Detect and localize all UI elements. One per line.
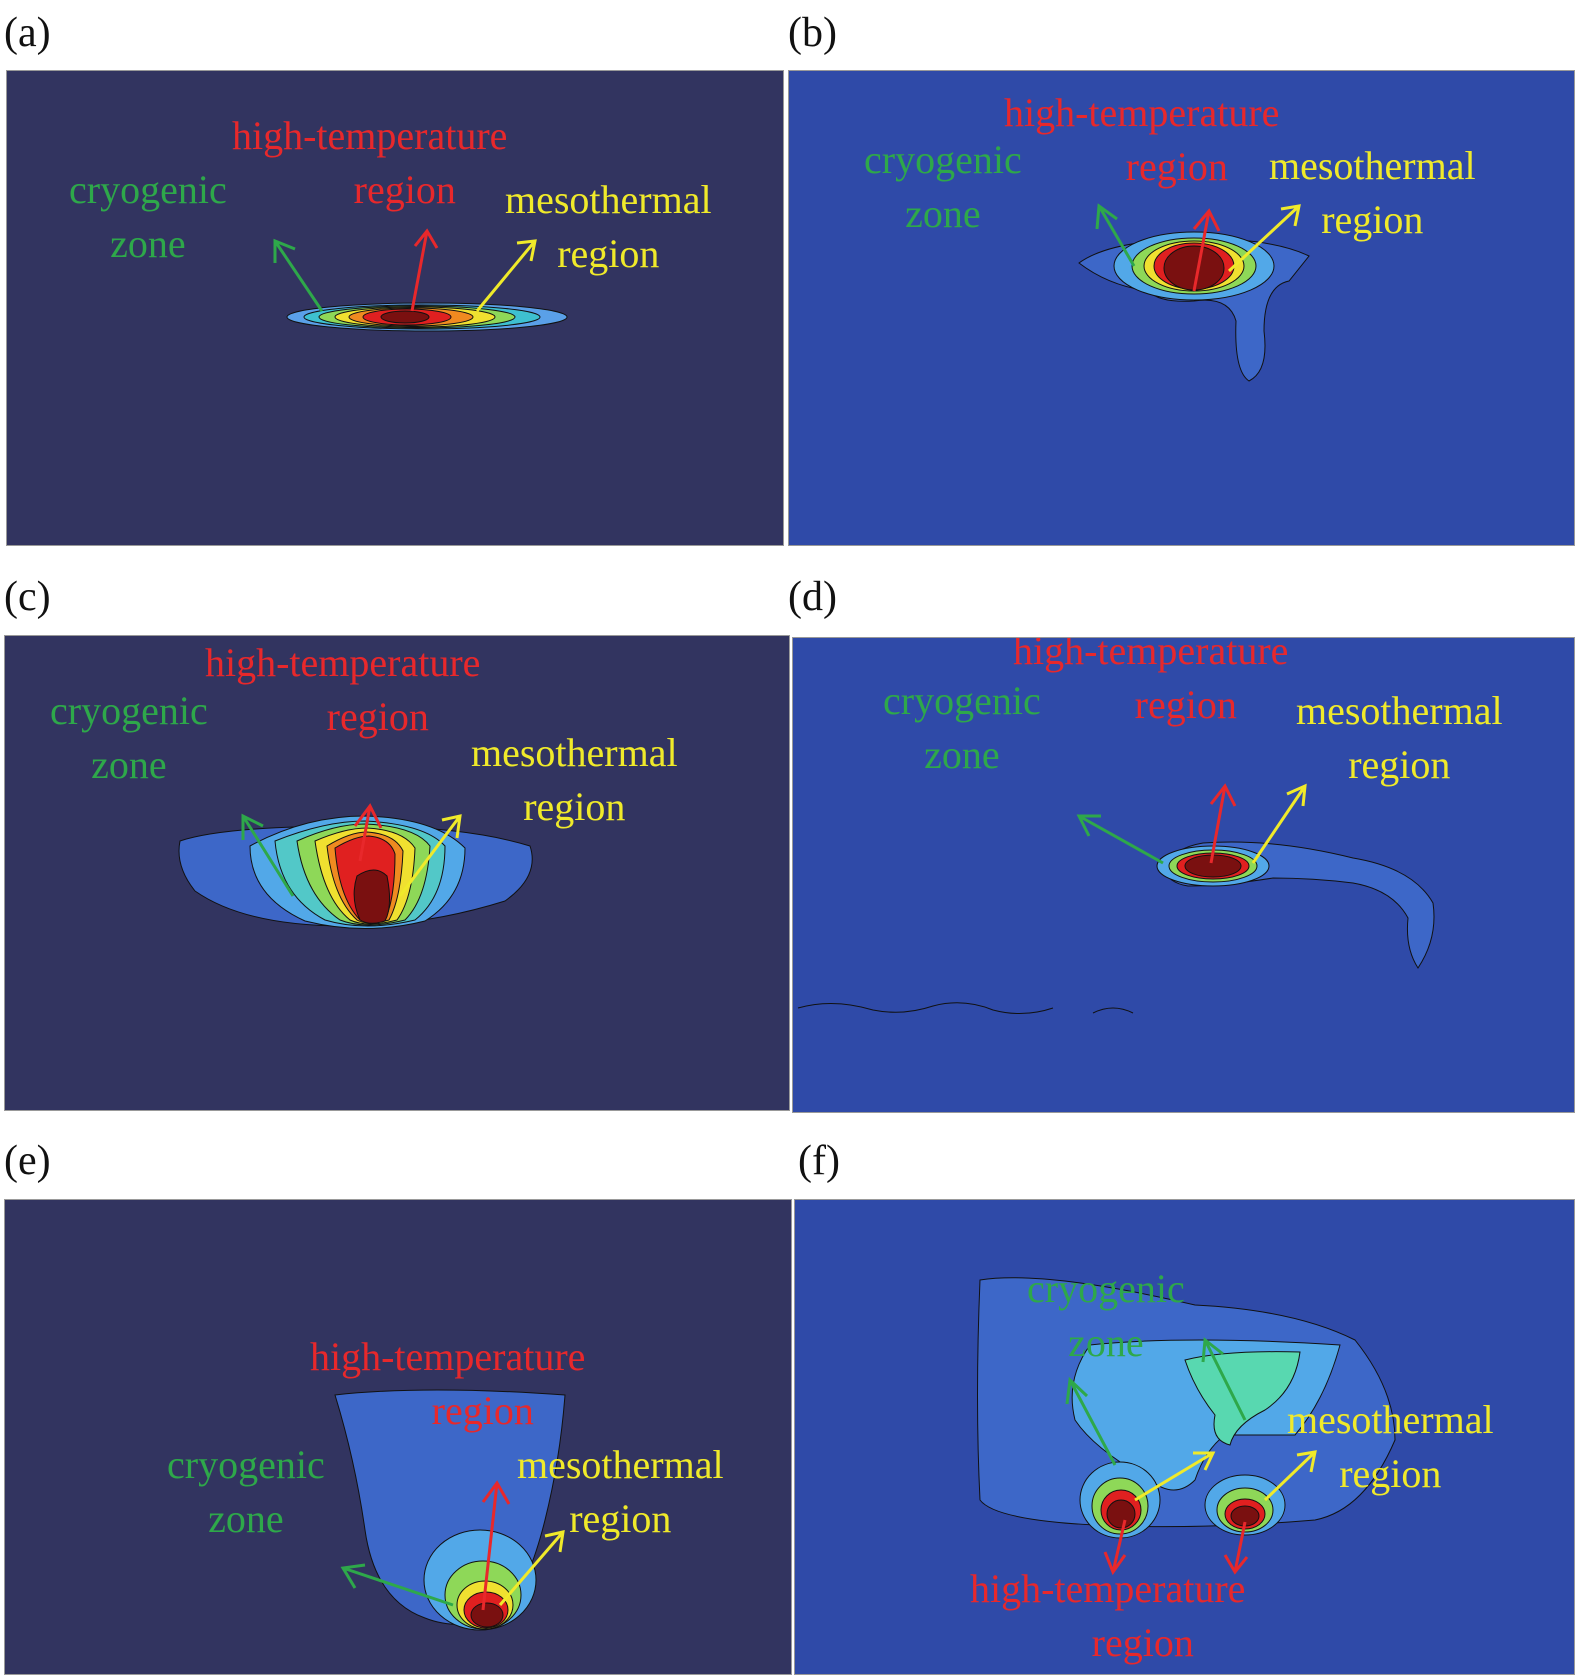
arrow-cryo-left — [1065, 1376, 1117, 1466]
high-line-1: high-temperature — [310, 1334, 586, 1379]
cryo-line-2: zone — [924, 732, 1000, 778]
panel-label-c: (c) — [4, 574, 51, 620]
label-cryogenic-zone: cryogenic zone — [167, 1438, 325, 1547]
contour-noise — [797, 1002, 1134, 1014]
meso-line-2: region — [569, 1496, 672, 1542]
high-line-2: region — [353, 167, 456, 213]
high-line-2: region — [431, 1388, 534, 1434]
meso-line-1: mesothermal — [1287, 1397, 1494, 1442]
label-mesothermal-region: mesothermal region — [517, 1438, 724, 1547]
panel-a-contour-plot — [273, 228, 568, 332]
cryo-line-2: zone — [1068, 1320, 1144, 1366]
panel-f: cryogenic zone mesothermal region high-t… — [794, 1199, 1575, 1675]
meso-line-2: region — [1348, 742, 1451, 788]
meso-line-1: mesothermal — [1296, 688, 1503, 733]
label-cryogenic-zone: cryogenic zone — [69, 163, 227, 272]
arrow-cryo — [340, 1563, 454, 1607]
high-line-1: high-temperature — [1013, 637, 1289, 673]
panel-label-f: (f) — [798, 1138, 840, 1184]
label-cryogenic-zone: cryogenic zone — [883, 674, 1041, 783]
high-line-1: high-temperature — [232, 113, 508, 158]
high-line-2: region — [1091, 1620, 1194, 1666]
panel-e-contour-plot — [334, 1389, 566, 1631]
panel-label-b: (b) — [788, 10, 837, 56]
meso-line-2: region — [557, 231, 660, 277]
cryo-line-1: cryogenic — [69, 167, 227, 212]
cryo-line-2: zone — [110, 221, 186, 267]
label-cryogenic-zone: cryogenic zone — [1027, 1262, 1185, 1371]
arrow-cryo — [273, 238, 324, 312]
arrow-high — [353, 803, 383, 862]
panel-label-d: (d) — [788, 574, 837, 620]
panel-f-contour-plot — [977, 1277, 1396, 1576]
contour-peak — [380, 310, 430, 324]
cryo-line-2: zone — [91, 742, 167, 788]
arrow-high — [1192, 208, 1221, 292]
label-mesothermal-region: mesothermal region — [1296, 684, 1503, 793]
cryo-line-1: cryogenic — [1027, 1266, 1185, 1311]
arrow-high — [481, 1480, 511, 1611]
meso-line-2: region — [1339, 1451, 1442, 1497]
arrow-high-right — [1223, 1521, 1249, 1575]
panel-b: high-temperature region cryogenic zone m… — [788, 70, 1575, 546]
panel-e: high-temperature region cryogenic zone m… — [4, 1199, 792, 1675]
arrow-meso — [398, 814, 462, 897]
arrow-cryo — [241, 813, 295, 897]
cryo-line-1: cryogenic — [50, 688, 208, 733]
meso-line-1: mesothermal — [505, 177, 712, 222]
contour-peak — [1106, 1499, 1136, 1529]
cryo-line-2: zone — [905, 191, 981, 237]
panel-d: high-temperature region cryogenic zone m… — [792, 637, 1575, 1113]
label-high-temperature: high-temperature region — [205, 636, 480, 745]
arrow-meso — [1227, 204, 1301, 273]
meso-line-1: mesothermal — [1269, 143, 1476, 188]
panel-c-contour-plot — [178, 803, 533, 929]
high-line-1: high-temperature — [1004, 90, 1280, 135]
arrow-cryo — [1076, 814, 1164, 865]
label-cryogenic-zone: cryogenic zone — [864, 133, 1022, 242]
panel-label-e: (e) — [4, 1138, 51, 1184]
label-mesothermal-region: mesothermal region — [471, 726, 678, 835]
panel-b-contour-plot — [1078, 203, 1310, 382]
contour-peak — [353, 869, 391, 924]
label-mesothermal-region: mesothermal region — [505, 173, 712, 282]
arrow-cryo — [1095, 203, 1136, 267]
label-high-temperature: high-temperature region — [970, 1562, 1245, 1671]
panel-label-a: (a) — [4, 10, 51, 56]
arrow-meso-right — [1263, 1450, 1317, 1502]
arrow-meso — [475, 239, 537, 312]
arrow-cryo-right — [1201, 1337, 1247, 1421]
contour-peak — [470, 1602, 504, 1628]
meso-line-1: mesothermal — [471, 730, 678, 775]
high-line-2: region — [326, 694, 429, 740]
arrow-high — [1209, 783, 1237, 864]
high-line-1: high-temperature — [970, 1566, 1246, 1611]
arrow-meso — [498, 1530, 565, 1606]
cryo-line-1: cryogenic — [167, 1442, 325, 1487]
high-line-2: region — [1125, 144, 1228, 190]
meso-line-1: mesothermal — [517, 1442, 724, 1487]
label-high-temperature: high-temperature region — [1013, 637, 1289, 733]
meso-line-2: region — [1321, 197, 1424, 243]
meso-line-2: region — [523, 784, 626, 830]
high-line-2: region — [1134, 682, 1237, 728]
arrow-meso — [1251, 783, 1307, 864]
arrow-high — [410, 228, 439, 312]
cryo-line-2: zone — [208, 1496, 284, 1542]
label-high-temperature: high-temperature region — [1004, 86, 1279, 195]
cryo-line-1: cryogenic — [883, 678, 1041, 723]
contour-mid — [1184, 1351, 1301, 1446]
label-mesothermal-region: mesothermal region — [1269, 139, 1476, 248]
high-line-1: high-temperature — [205, 640, 481, 685]
cryo-line-1: cryogenic — [864, 137, 1022, 182]
label-high-temperature: high-temperature region — [310, 1330, 585, 1439]
arrow-meso-left — [1134, 1451, 1216, 1502]
panel-d-contour-plot — [797, 783, 1435, 1014]
panel-a: high-temperature region cryogenic zone m… — [6, 70, 784, 546]
label-cryogenic-zone: cryogenic zone — [50, 684, 208, 793]
panel-c: high-temperature region cryogenic zone m… — [4, 635, 790, 1111]
label-high-temperature: high-temperature region — [232, 109, 507, 218]
label-mesothermal-region: mesothermal region — [1287, 1393, 1494, 1502]
arrow-high-left — [1103, 1519, 1127, 1576]
